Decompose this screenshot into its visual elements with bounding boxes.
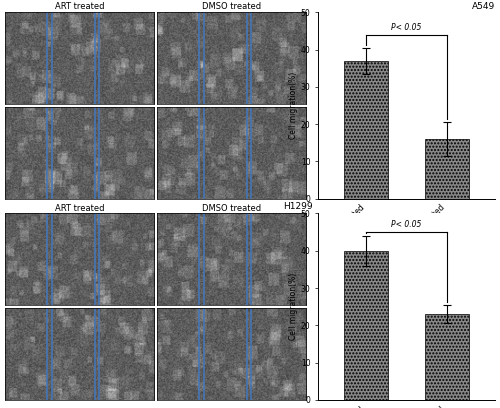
Bar [424,314,469,400]
Text: P< 0.05: P< 0.05 [392,22,422,32]
Text: H1299: H1299 [283,202,312,211]
Text: P< 0.05: P< 0.05 [392,220,422,229]
Bar [344,61,389,199]
Text: A549: A549 [472,2,495,11]
Title: DMSO treated: DMSO treated [202,2,261,11]
Y-axis label: Cell migration(%): Cell migration(%) [289,273,298,340]
Title: ART treated: ART treated [55,2,104,11]
Title: DMSO treated: DMSO treated [202,204,261,213]
Y-axis label: Cell migration(%): Cell migration(%) [289,72,298,139]
Bar [424,139,469,199]
Bar [344,251,389,400]
Title: ART treated: ART treated [55,204,104,213]
